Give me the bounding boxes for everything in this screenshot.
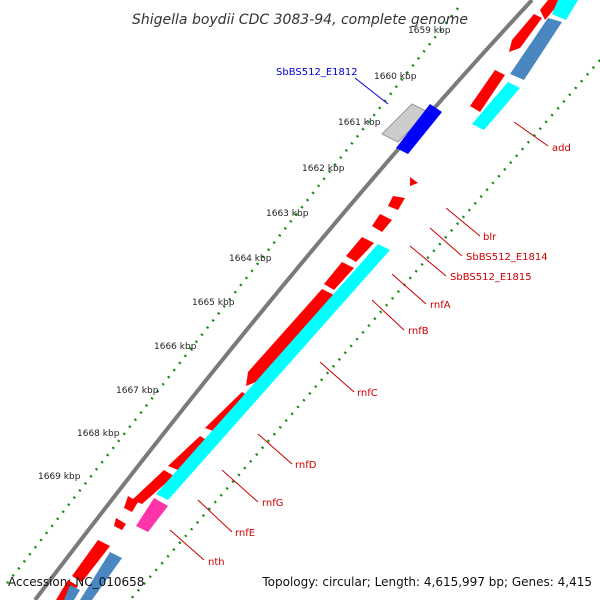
gene-label-sbbs512-e1814[interactable]: SbBS512_E1814 xyxy=(466,252,548,263)
tick-label: 1665 kbp xyxy=(192,298,235,308)
gene-label-rnfg[interactable]: rnfG xyxy=(262,498,284,509)
map-title: Shigella boydii CDC 3083-94, complete ge… xyxy=(132,12,468,28)
gene-bar xyxy=(472,82,520,130)
tick-label: 1662 kbp xyxy=(302,164,345,174)
tick-label: 1661 kbp xyxy=(338,118,381,128)
cds-arrow xyxy=(56,580,78,600)
gene-label-rnfa[interactable]: rnfA xyxy=(430,300,451,311)
gene-label-rnfc[interactable]: rnfC xyxy=(357,388,378,399)
tick-label: 1667 kbp xyxy=(116,386,159,396)
backbone xyxy=(33,0,534,600)
genome-summary: Topology: circular; Length: 4,615,997 bp… xyxy=(261,575,592,589)
cds-arrow xyxy=(72,540,110,582)
gene-label-rnfb[interactable]: rnfB xyxy=(408,326,429,337)
cds-arrow xyxy=(346,237,374,262)
tick-label: 1669 kbp xyxy=(38,472,81,482)
gene-bar xyxy=(80,552,122,600)
tick-label: 1668 kbp xyxy=(77,429,120,439)
cds-arrow xyxy=(168,436,210,470)
inner-tick-ring xyxy=(129,59,600,600)
gray-feature xyxy=(381,103,429,143)
cds-arrow xyxy=(410,177,418,186)
cds-track xyxy=(56,0,562,600)
gene-bar xyxy=(156,244,390,500)
cds-arrow xyxy=(124,496,138,512)
gene-bar xyxy=(136,498,168,532)
tick-label: 1663 kbp xyxy=(266,209,309,219)
cds-arrow xyxy=(509,14,542,52)
cds-arrow xyxy=(246,289,334,386)
gene-label-sbbs512-e1815[interactable]: SbBS512_E1815 xyxy=(450,272,532,283)
tick-labels: 1659 kbp 1660 kbp 1661 kbp 1662 kbp 1663… xyxy=(38,26,451,482)
tick-label: 1660 kbp xyxy=(374,72,417,82)
gene-track xyxy=(64,0,578,600)
cds-arrow xyxy=(324,262,354,290)
gene-bar xyxy=(552,0,578,20)
gene-label-nth[interactable]: nth xyxy=(208,557,225,568)
tick-label: 1664 kbp xyxy=(229,254,272,264)
label-leaders xyxy=(169,121,549,561)
tick-label: 1659 kbp xyxy=(408,26,451,36)
blue-feature-leader xyxy=(354,77,389,105)
tick-label: 1666 kbp xyxy=(154,342,197,352)
gene-label-blr[interactable]: blr xyxy=(483,232,497,243)
accession-text: Accession: NC_010658 xyxy=(8,575,144,589)
gene-bar xyxy=(510,18,562,80)
cds-arrow xyxy=(132,470,174,504)
cds-arrow xyxy=(388,196,405,210)
gene-label-sbbs512-e1812[interactable]: SbBS512_E1812 xyxy=(276,67,358,78)
gene-label-add[interactable]: add xyxy=(552,143,571,154)
gene-bar xyxy=(64,585,80,600)
cds-arrow xyxy=(114,518,126,530)
outer-tick-ring xyxy=(4,7,459,587)
gene-label-rnfd[interactable]: rnfD xyxy=(295,460,317,471)
blue-feature xyxy=(396,104,442,154)
cds-arrow xyxy=(470,70,505,112)
cds-arrow xyxy=(372,214,392,232)
gene-label-rnfe[interactable]: rnfE xyxy=(235,528,255,539)
